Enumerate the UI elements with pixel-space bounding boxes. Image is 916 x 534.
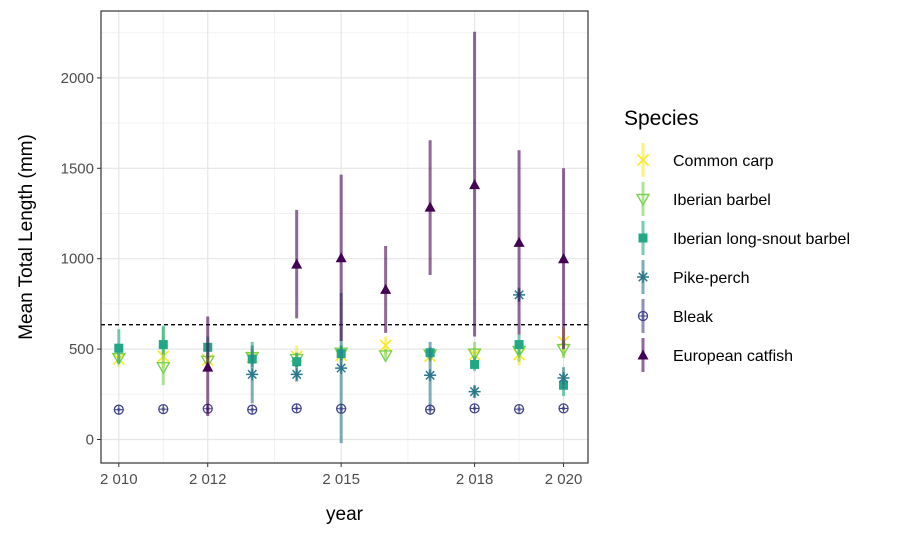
y-tick-label: 0 [86, 431, 94, 448]
data-point [247, 404, 258, 415]
data-point [202, 361, 214, 372]
data-point [513, 236, 525, 247]
point-marker-cross [247, 405, 257, 415]
point-marker-cross [470, 403, 480, 413]
data-point [424, 404, 436, 415]
legend-key-marker [637, 349, 649, 360]
data-point [158, 403, 169, 415]
legend-key-marker [637, 271, 649, 283]
data-marks [111, 31, 571, 444]
y-tick-label: 1500 [61, 160, 94, 177]
y-axis-title: Mean Total Length (mm) [16, 134, 37, 340]
point-marker-cross [114, 405, 124, 415]
data-point [158, 340, 168, 350]
data-point [335, 252, 347, 263]
x-tick-label: 2 015 [322, 471, 360, 488]
legend-label: Iberian long-snout barbel [673, 231, 850, 248]
data-point [335, 362, 348, 375]
series-group [202, 31, 570, 416]
data-point [469, 403, 480, 414]
y-tick-label: 500 [69, 341, 94, 358]
legend-key-marker [638, 233, 648, 243]
data-point [378, 350, 393, 363]
legend-key-marker [636, 153, 650, 167]
data-point [290, 368, 303, 381]
legend-key-marker [635, 193, 651, 207]
legend-label: Bleak [673, 309, 714, 326]
legend-item: Bleak [637, 299, 714, 333]
data-point [469, 179, 481, 190]
data-point [558, 253, 570, 264]
point-marker-cross [514, 404, 524, 414]
legend-label: European catfish [673, 348, 793, 365]
x-tick-label: 2 020 [545, 471, 583, 488]
data-point [557, 372, 570, 385]
data-point [336, 403, 347, 414]
legend-label: Iberian barbel [673, 192, 771, 209]
point-marker-cross [336, 404, 346, 414]
point-marker-cross [292, 403, 302, 413]
data-point [291, 258, 303, 269]
series-group [246, 287, 570, 444]
legend-item: Iberian long-snout barbel [638, 221, 850, 255]
legend: Species Common carp Iberian barbel Iberian… [624, 107, 850, 372]
legend-key-marker [637, 310, 649, 322]
data-point [470, 359, 480, 369]
x-tick-label: 2 012 [189, 471, 227, 488]
legend-label: Common carp [673, 153, 774, 170]
x-tick-label: 2 010 [100, 471, 138, 488]
data-point [424, 201, 436, 212]
legend-title: Species [624, 107, 699, 130]
data-point [380, 283, 392, 294]
data-point [467, 348, 482, 362]
data-point [424, 369, 437, 382]
legend-label: Pike-perch [673, 270, 749, 287]
data-point [114, 343, 124, 353]
legend-item: Common carp [636, 143, 774, 177]
data-point [113, 404, 124, 415]
y-tick-label: 2000 [61, 70, 94, 87]
data-point [558, 403, 569, 414]
x-axis-title: year [326, 504, 364, 525]
axes: 0 500 1000 1500 2000 2 010 2 012 2 015 2 018 2 02… [61, 70, 583, 488]
legend-item: Iberian barbel [635, 182, 771, 216]
point-marker-cross [158, 404, 168, 414]
data-point [379, 339, 392, 352]
data-point [246, 368, 259, 381]
legend-item: Pike-perch [637, 260, 749, 294]
legend-item: European catfish [637, 338, 793, 372]
data-point [514, 340, 524, 350]
point-marker-cross [425, 405, 435, 415]
data-point [513, 403, 525, 415]
y-tick-label: 1000 [61, 251, 94, 268]
data-point [292, 357, 302, 367]
data-point [156, 361, 171, 375]
data-point [291, 403, 302, 414]
x-tick-label: 2 018 [456, 471, 494, 488]
data-point [468, 385, 481, 398]
point-marker-cross [559, 403, 569, 413]
panel-border [100, 10, 589, 464]
point-marker-cross [638, 311, 648, 321]
